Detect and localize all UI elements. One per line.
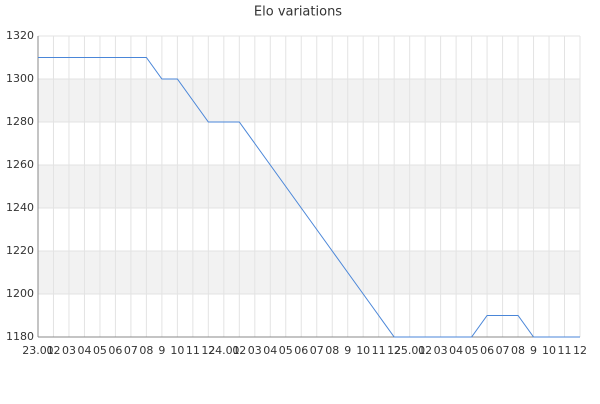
x-tick-label: 06 [108,344,122,357]
y-tick-label: 1240 [6,201,34,214]
x-tick-label: 23.01 [22,344,54,357]
x-tick-label: 05 [93,344,107,357]
x-tick-label: 03 [434,344,448,357]
y-tick-label: 1200 [6,287,34,300]
y-tick-label: 1260 [6,158,34,171]
grid-band [38,79,580,122]
grid-band [38,165,580,208]
x-tick-label: 11 [186,344,200,357]
chart-title: Elo variations [254,5,342,20]
x-tick-label: 02 [232,344,246,357]
x-tick-label: 08 [511,344,525,357]
x-tick-label: 05 [279,344,293,357]
x-tick-label: 08 [325,344,339,357]
x-tick-label: 04 [449,344,463,357]
y-tick-label: 1180 [6,330,34,343]
x-tick-label: 02 [418,344,432,357]
y-tick-label: 1300 [6,72,34,85]
x-tick-label: 04 [77,344,91,357]
x-tick-label: 08 [139,344,153,357]
x-tick-label: 05 [465,344,479,357]
x-tick-label: 12 [201,344,215,357]
x-tick-label: 24.01 [208,344,240,357]
x-tick-label: 03 [62,344,76,357]
x-tick-label: 9 [158,344,165,357]
x-tick-label: 10 [356,344,370,357]
x-tick-label: 11 [372,344,386,357]
x-tick-label: 25.01 [394,344,426,357]
y-tick-label: 1220 [6,244,34,257]
x-tick-label: 9 [344,344,351,357]
y-tick-label: 1320 [6,29,34,42]
x-tick-label: 12 [573,344,587,357]
x-tick-label: 06 [294,344,308,357]
x-tick-label: 10 [542,344,556,357]
x-tick-label: 11 [558,344,572,357]
x-tick-label: 03 [248,344,262,357]
x-tick-label: 12 [387,344,401,357]
x-tick-label: 9 [530,344,537,357]
x-tick-label: 07 [124,344,138,357]
y-tick-label: 1280 [6,115,34,128]
x-tick-label: 07 [496,344,510,357]
x-tick-label: 04 [263,344,277,357]
grid-band [38,251,580,294]
x-tick-label: 06 [480,344,494,357]
line [38,57,580,338]
x-tick-label: 10 [170,344,184,357]
x-tick-label: 07 [310,344,324,357]
x-tick-label: 02 [46,344,60,357]
